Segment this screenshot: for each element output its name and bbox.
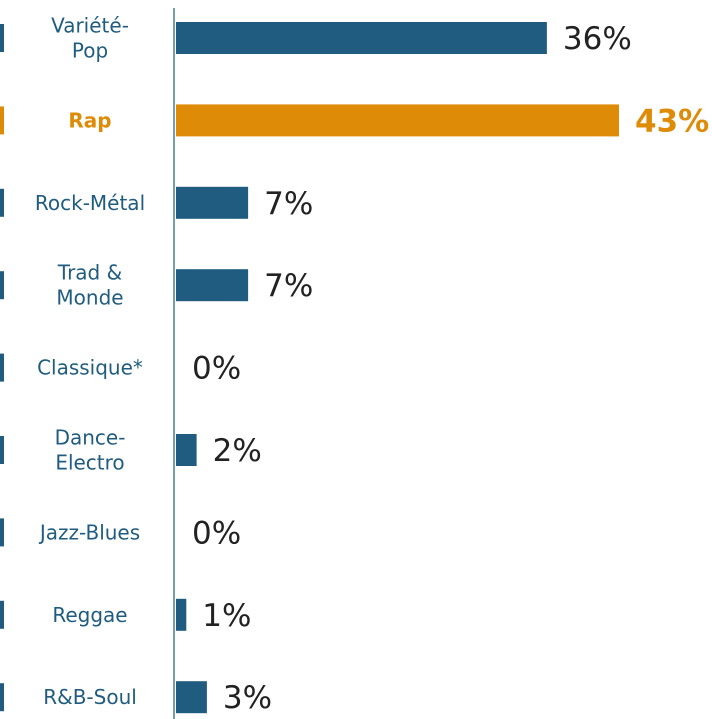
row-marker xyxy=(0,518,4,547)
row-marker xyxy=(0,271,4,300)
category-label: Trad & Monde xyxy=(56,261,123,310)
row-marker xyxy=(0,106,4,135)
bar xyxy=(176,434,197,466)
category-label: Reggae xyxy=(52,603,127,627)
bar xyxy=(176,681,207,714)
value-label: 0% xyxy=(192,515,241,551)
row-marker xyxy=(0,683,4,712)
category-label: Dance-Electro xyxy=(55,426,126,475)
row-marker xyxy=(0,24,4,52)
bar xyxy=(176,104,619,137)
category-label: Rock-Métal xyxy=(35,191,145,215)
row-marker xyxy=(0,188,4,217)
bar xyxy=(176,598,187,631)
value-label: 3% xyxy=(223,680,272,716)
value-label: 7% xyxy=(264,186,313,222)
value-label: 7% xyxy=(264,268,313,304)
row-marker xyxy=(0,436,4,464)
value-label: 36% xyxy=(563,21,632,57)
bar xyxy=(176,269,249,302)
value-label: 0% xyxy=(192,351,241,387)
category-label: Variété-Pop xyxy=(51,14,129,63)
value-label: 43% xyxy=(635,103,709,139)
row-marker xyxy=(0,353,4,382)
bar xyxy=(176,22,547,54)
category-label: R&B-Soul xyxy=(43,685,137,709)
category-label: Jazz-Blues xyxy=(38,520,140,544)
bar xyxy=(176,186,249,219)
row-marker xyxy=(0,600,4,629)
value-label: 2% xyxy=(213,433,262,469)
category-label: Rap xyxy=(68,108,111,132)
category-label: Classique* xyxy=(37,356,143,380)
value-label: 1% xyxy=(202,598,251,634)
